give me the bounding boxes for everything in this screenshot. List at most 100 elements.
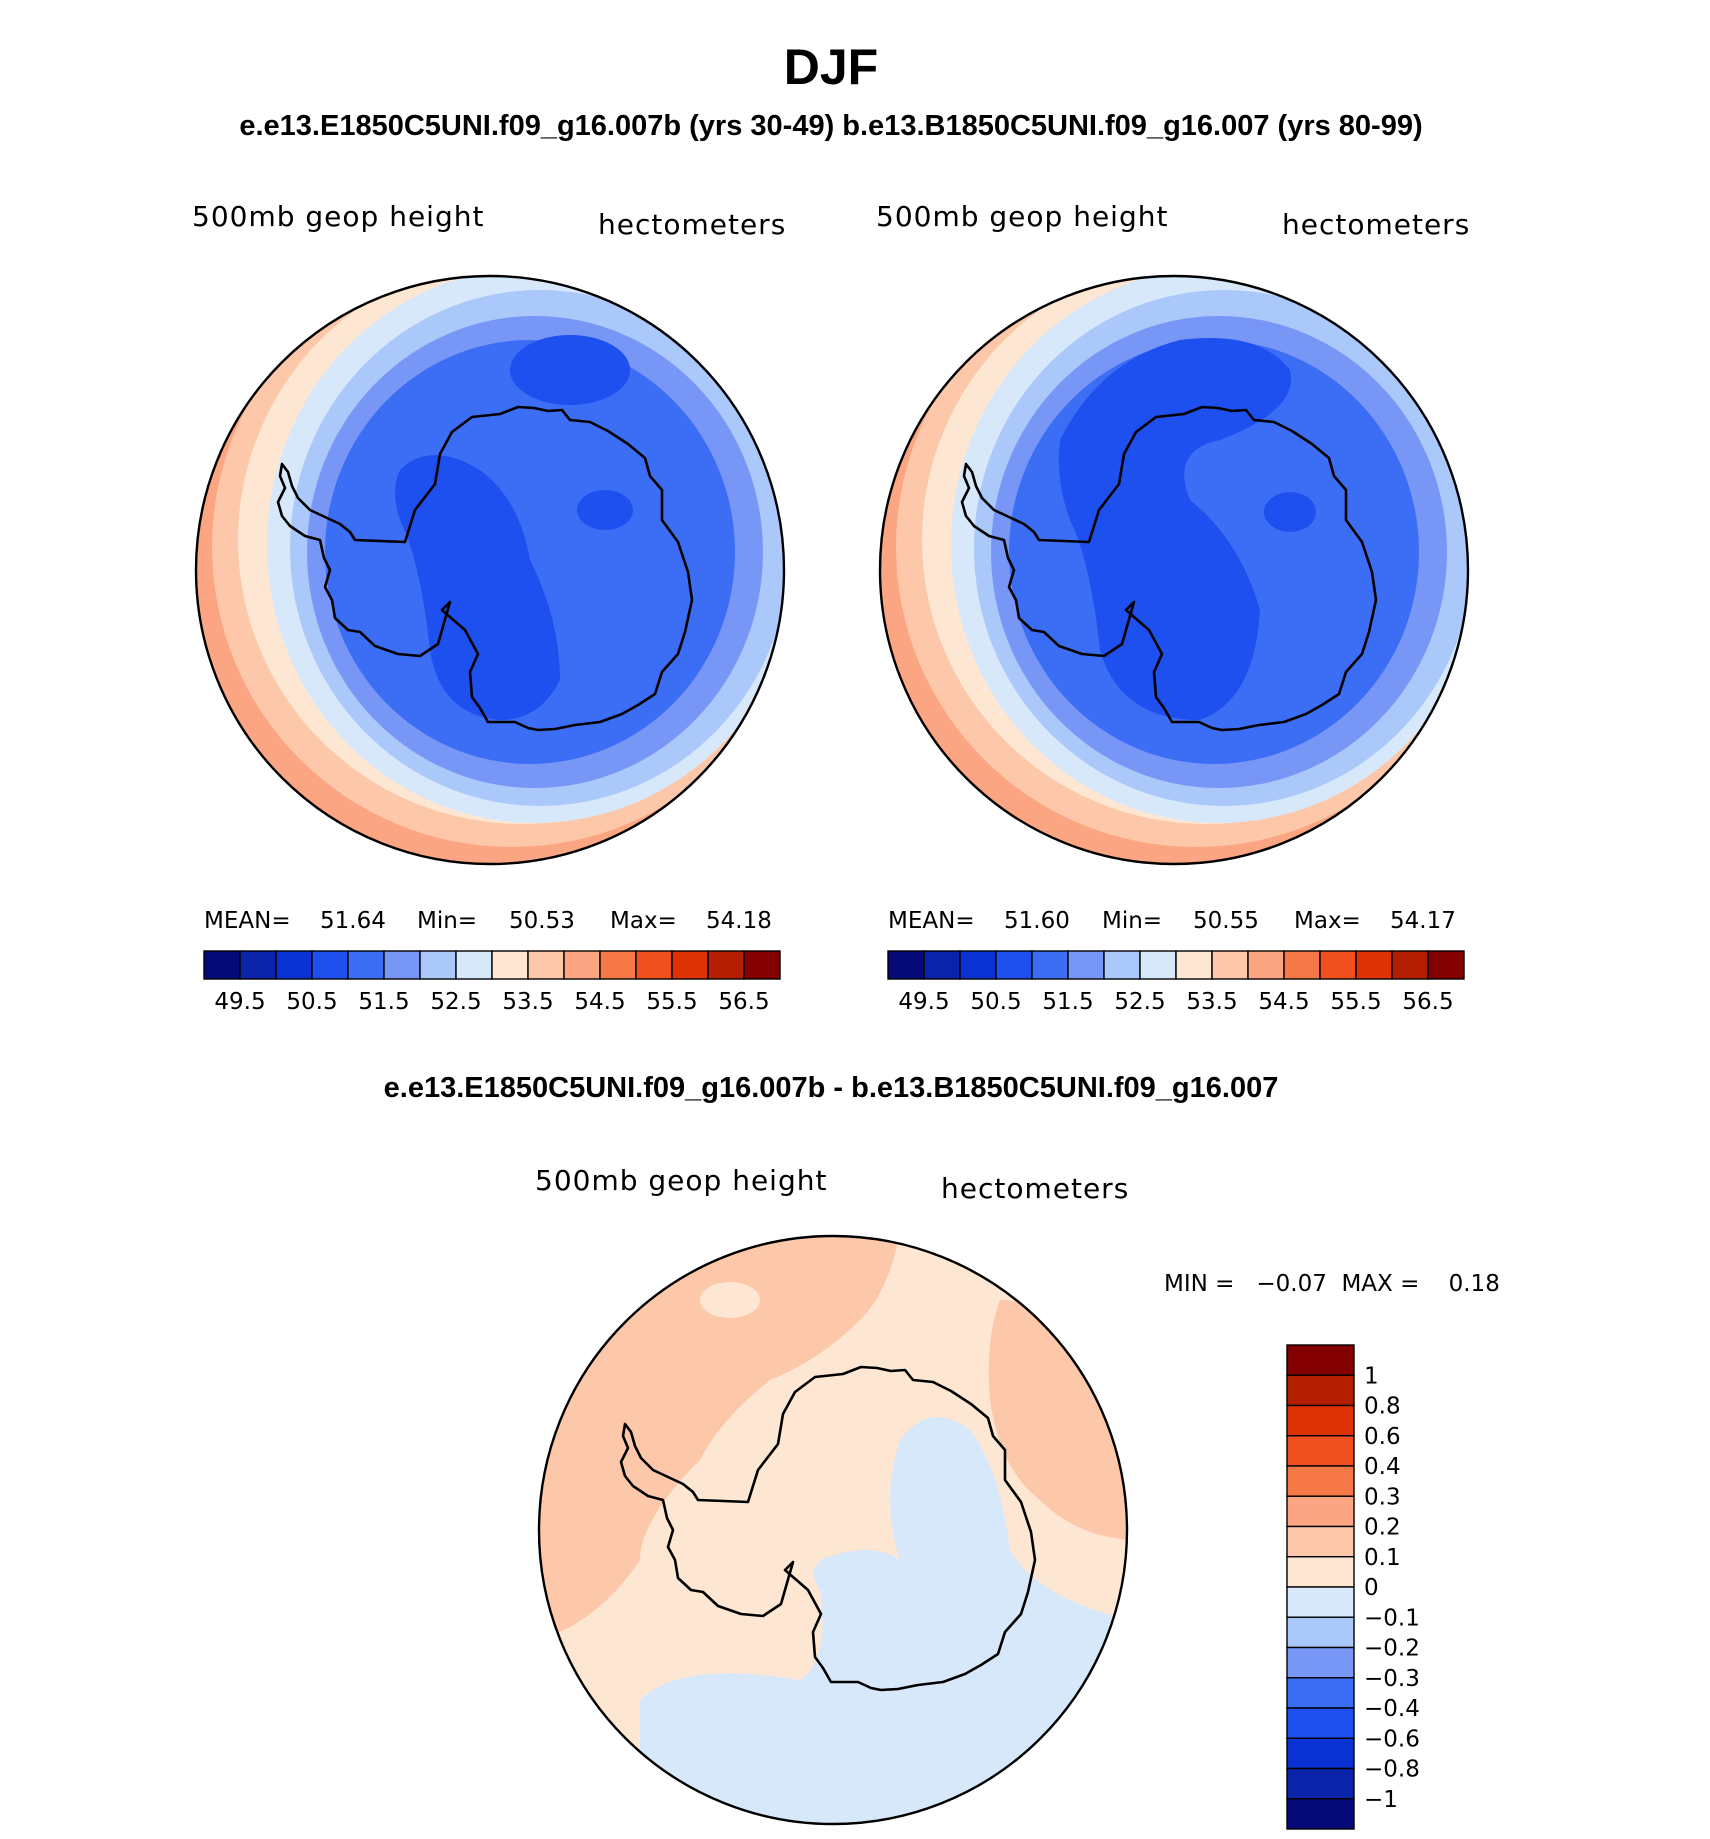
panel2-variable-label: 500mb geop height xyxy=(876,200,1169,233)
colorbar-panel-2-swatch xyxy=(1067,950,1105,980)
colorbar-difference-swatch xyxy=(1286,1465,1355,1497)
panel1-variable-label: 500mb geop height xyxy=(192,200,485,233)
colorbar-panel-2-tick-label: 55.5 xyxy=(1330,989,1381,1015)
colorbar-difference-swatch xyxy=(1286,1616,1355,1649)
colorbar-panel-2-tick-label: 51.5 xyxy=(1042,989,1093,1015)
colorbar-difference-tick-label: 0 xyxy=(1364,1575,1379,1601)
colorbar-panel-2-swatch xyxy=(1283,950,1321,980)
colorbar-panel-1-tick-label: 52.5 xyxy=(430,989,481,1015)
colorbar-panel-2-swatch xyxy=(1391,950,1429,980)
colorbar-panel-1-tick-label: 54.5 xyxy=(574,989,625,1015)
colorbar-panel-2-tick-label: 50.5 xyxy=(970,989,1021,1015)
colorbar-panel-1-swatch xyxy=(707,950,745,980)
colorbar-panel-1-swatch xyxy=(419,950,457,980)
map-panel-1-border xyxy=(194,274,786,866)
colorbar-panel-1-tick-label: 56.5 xyxy=(718,989,769,1015)
colorbar-panel-1-swatch xyxy=(527,950,565,980)
panel1-mean-label: MEAN= xyxy=(204,908,291,934)
colorbar-panel-1-tick-label: 50.5 xyxy=(286,989,337,1015)
panel2-mean-value: 51.60 xyxy=(1004,908,1070,934)
colorbar-panel-1-swatch xyxy=(455,950,493,980)
panel1-max-label: Max= xyxy=(610,908,677,934)
colorbar-panel-2-swatch xyxy=(887,950,925,980)
panel2-min-label: Min= xyxy=(1102,908,1163,934)
colorbar-difference-tick-label: −0.8 xyxy=(1364,1757,1420,1783)
map-panel-2 xyxy=(880,276,1468,864)
colorbar-panel-2-swatch xyxy=(1139,950,1177,980)
colorbar-panel-1-tick-label: 49.5 xyxy=(214,989,265,1015)
difference-title: e.e13.E1850C5UNI.f09_g16.007b - b.e13.B1… xyxy=(383,1072,1279,1104)
colorbar-difference-swatch xyxy=(1286,1646,1355,1679)
colorbar-difference: 1 0.8 0.6 0.4 0.3 0.2 0.1 0 −0.1 −0.2 −0.3 −0.4 −0.6… xyxy=(1286,1344,1420,1830)
colorbar-panel-1-swatch xyxy=(563,950,601,980)
colorbar-panel-1-swatch xyxy=(347,950,385,980)
colorbar-panel-2-tick-label: 56.5 xyxy=(1402,989,1453,1015)
colorbar-panel-1-swatch xyxy=(491,950,529,980)
colorbar-difference-tick-label: −1 xyxy=(1364,1787,1398,1813)
panel2-max-label: Max= xyxy=(1294,908,1361,934)
colorbar-panel-2-tick-label: 49.5 xyxy=(898,989,949,1015)
colorbar-panel-1-swatch xyxy=(635,950,673,980)
colorbar-difference-swatch xyxy=(1286,1677,1355,1709)
colorbar-panel-2-swatch xyxy=(1319,950,1357,980)
colorbar-difference-tick-label: 0.2 xyxy=(1364,1515,1401,1541)
colorbar-difference-swatch xyxy=(1286,1404,1355,1437)
panel2-mean-label: MEAN= xyxy=(888,908,975,934)
diff-units-label: hectometers xyxy=(941,1172,1130,1205)
colorbar-difference-tick-label: 0.4 xyxy=(1364,1454,1401,1480)
colorbar-difference-swatch xyxy=(1286,1374,1355,1407)
colorbar-panel-2: 49.5 50.5 51.5 52.5 53.5 54.5 55.5 56.5 xyxy=(887,950,1465,1015)
colorbar-panel-1-swatch xyxy=(599,950,637,980)
colorbar-panel-1-tick-label: 53.5 xyxy=(502,989,553,1015)
colorbar-panel-2-swatch xyxy=(959,950,997,980)
colorbar-panel-2-tick-label: 53.5 xyxy=(1186,989,1237,1015)
diff-minmax-label: MIN = −0.07 MAX = 0.18 xyxy=(1164,1271,1500,1297)
colorbar-panel-2-swatch xyxy=(1427,950,1465,980)
colorbar-difference-swatch xyxy=(1286,1525,1355,1558)
colorbar-difference-tick-label: −0.1 xyxy=(1364,1605,1420,1631)
colorbar-difference-tick-label: 0.3 xyxy=(1364,1484,1401,1510)
colorbar-difference-swatch xyxy=(1286,1707,1355,1739)
colorbar-panel-1-swatch xyxy=(311,950,349,980)
page-title: DJF xyxy=(783,39,879,95)
colorbar-panel-2-swatch xyxy=(923,950,961,980)
panel1-max-value: 54.18 xyxy=(706,908,772,934)
panel1-min-label: Min= xyxy=(417,908,478,934)
colorbar-difference-tick-label: −0.2 xyxy=(1364,1636,1420,1662)
colorbar-panel-2-swatch xyxy=(1103,950,1141,980)
colorbar-difference-tick-label: 0.8 xyxy=(1364,1394,1401,1420)
panel2-max-value: 54.17 xyxy=(1390,908,1456,934)
colorbar-difference-tick-label: 0.1 xyxy=(1364,1545,1401,1571)
panel2-min-value: 50.55 xyxy=(1193,908,1259,934)
panel1-units-label: hectometers xyxy=(598,208,787,241)
colorbar-difference-swatch xyxy=(1286,1435,1355,1467)
colorbar-panel-1-tick-label: 55.5 xyxy=(646,989,697,1015)
colorbar-panel-1-swatch xyxy=(383,950,421,980)
panel2-units-label: hectometers xyxy=(1282,208,1471,241)
map-panel-1 xyxy=(196,276,784,864)
colorbar-difference-tick-label: −0.3 xyxy=(1364,1666,1420,1692)
colorbar-panel-2-swatch xyxy=(1175,950,1213,980)
map-difference xyxy=(539,1236,1127,1824)
colorbar-difference-swatch xyxy=(1286,1344,1355,1376)
colorbar-panel-2-swatch xyxy=(1211,950,1249,980)
map-difference-border xyxy=(537,1234,1129,1826)
colorbar-difference-swatch xyxy=(1286,1737,1355,1770)
colorbar-panel-2-swatch xyxy=(1031,950,1069,980)
colorbar-panel-1-swatch xyxy=(743,950,781,980)
panel1-min-value: 50.53 xyxy=(509,908,575,934)
colorbar-panel-1: 49.5 50.5 51.5 52.5 53.5 54.5 55.5 56.5 xyxy=(203,950,781,1015)
colorbar-difference-swatch xyxy=(1286,1767,1355,1800)
colorbar-panel-2-swatch xyxy=(1355,950,1393,980)
map-panel-2-border xyxy=(878,274,1470,866)
colorbar-panel-2-swatch xyxy=(995,950,1033,980)
colorbar-panel-1-tick-label: 51.5 xyxy=(358,989,409,1015)
colorbar-panel-1-swatch xyxy=(671,950,709,980)
colorbar-panel-2-tick-label: 54.5 xyxy=(1258,989,1309,1015)
colorbar-panel-2-tick-label: 52.5 xyxy=(1114,989,1165,1015)
colorbar-difference-tick-label: 0.6 xyxy=(1364,1424,1401,1450)
colorbar-difference-swatch xyxy=(1286,1586,1355,1618)
colorbar-difference-tick-label: −0.6 xyxy=(1364,1726,1420,1752)
colorbar-difference-swatch xyxy=(1286,1495,1355,1528)
